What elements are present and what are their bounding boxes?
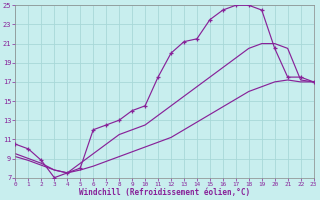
X-axis label: Windchill (Refroidissement éolien,°C): Windchill (Refroidissement éolien,°C)	[79, 188, 250, 197]
